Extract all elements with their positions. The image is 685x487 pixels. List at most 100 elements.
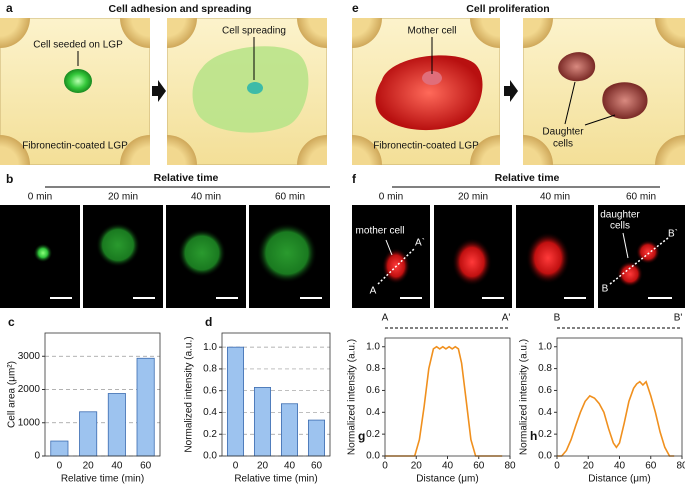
y-tick-label: 0.2: [538, 429, 552, 440]
x-tick-label: 40: [284, 461, 296, 472]
y-tick-label: 0.6: [203, 385, 217, 396]
illustration: [352, 18, 500, 165]
y-tick-label: 0.8: [366, 363, 380, 374]
x-tick-label: 20: [583, 461, 595, 472]
panel-header: Relative time: [495, 172, 560, 184]
x-tick-label: 0: [554, 461, 560, 472]
panel-letter: a: [6, 1, 13, 15]
illustration: [167, 18, 327, 165]
y-tick-label: 0.6: [366, 385, 380, 396]
time-label: 0 min: [379, 192, 403, 203]
micrographs: [0, 205, 330, 308]
x-tick-label: 80: [504, 461, 516, 472]
y-tick-label: 0.0: [538, 451, 552, 462]
panel-title: Cell proliferation: [466, 3, 549, 15]
y-tick-label: 0.2: [366, 429, 380, 440]
x-tick-label: 60: [311, 461, 323, 472]
panel-title: Cell adhesion and spreading: [109, 3, 252, 15]
y-tick-label: 1.0: [366, 341, 380, 352]
time-label: 60 min: [626, 192, 656, 203]
x-axis-label: Distance (μm): [588, 474, 650, 485]
time-label: 20 min: [108, 192, 138, 203]
line: [385, 345, 503, 457]
annotation: Mother cell: [408, 26, 457, 37]
pointer: [584, 114, 616, 126]
time-label: 40 min: [540, 192, 570, 203]
x-tick-label: 40: [614, 461, 626, 472]
line-end-label: B': [674, 313, 683, 324]
annotation: cells: [553, 139, 573, 150]
x-axis-label: Distance (μm): [416, 474, 478, 485]
time-label: 0 min: [28, 192, 52, 203]
y-tick-label: 1.0: [203, 342, 217, 353]
x-tick-label: 0: [233, 461, 239, 472]
y-tick-label: 0.8: [538, 363, 552, 374]
arrow: [152, 80, 166, 102]
pointer: [564, 81, 576, 125]
annotation: cells: [610, 221, 630, 232]
x-tick-label: 20: [411, 461, 423, 472]
annotation: Daughter: [542, 127, 584, 138]
y-tick-label: 0.0: [366, 451, 380, 462]
panel-letter: b: [6, 172, 13, 186]
y-tick-label: 0.8: [203, 364, 217, 375]
bar: [280, 403, 298, 457]
y-tick-label: 3000: [18, 351, 41, 362]
panel-letter: f: [352, 172, 357, 186]
plot-frame: [221, 332, 331, 457]
plot-frame: [384, 337, 511, 457]
x-tick-label: 80: [676, 461, 685, 472]
line-end-label: A': [502, 313, 511, 324]
y-tick-label: 0.4: [538, 407, 552, 418]
y-tick-label: 1.0: [538, 341, 552, 352]
panel-letter: e: [352, 1, 359, 15]
annotation: B`: [668, 228, 678, 240]
time-label: 20 min: [458, 192, 488, 203]
annotation: Fibronectin-coated LGP: [373, 141, 479, 152]
panel-letter: d: [205, 315, 212, 329]
x-tick-label: 20: [257, 461, 269, 472]
x-tick-label: 40: [442, 461, 454, 472]
panel-letter: g: [358, 429, 365, 443]
y-tick-label: 1000: [18, 417, 41, 428]
bar: [253, 387, 271, 457]
x-axis-label: Relative time (min): [234, 474, 317, 485]
y-tick-label: 0.4: [366, 407, 380, 418]
bar: [226, 346, 244, 457]
y-tick-label: 0.0: [203, 451, 217, 462]
plot-frame: [44, 332, 161, 457]
y-tick-label: 0: [34, 451, 40, 462]
annotation: mother cell: [356, 226, 405, 237]
x-tick-label: 0: [57, 461, 63, 472]
y-tick-label: 0.4: [203, 407, 217, 418]
annotation: Cell seeded on LGP: [33, 40, 123, 51]
x-tick-label: 0: [382, 461, 388, 472]
time-label: 60 min: [275, 192, 305, 203]
bar: [307, 419, 325, 457]
illustration: [523, 18, 685, 165]
annotation: B: [602, 284, 609, 295]
bar: [107, 393, 126, 457]
panel-letter: h: [530, 429, 537, 443]
plot-frame: [556, 337, 683, 457]
annotation: A`: [415, 237, 425, 249]
bar: [50, 440, 69, 457]
y-axis-label: Normalized intensity (a.u.): [519, 339, 530, 455]
line: [557, 380, 675, 457]
arrow: [504, 80, 518, 102]
line-end-label: A: [382, 313, 389, 324]
annotation: Fibronectin-coated LGP: [22, 141, 128, 152]
line-end-label: B: [554, 313, 561, 324]
y-tick-label: 2000: [18, 384, 41, 395]
x-tick-label: 20: [83, 461, 95, 472]
bar: [136, 357, 155, 457]
micrographs: [352, 205, 685, 308]
y-axis-label: Normalized intensity (a.u.): [347, 339, 358, 455]
annotation: daughter: [600, 210, 640, 221]
x-axis-label: Relative time (min): [61, 474, 144, 485]
panel-letter: c: [8, 315, 15, 329]
time-label: 40 min: [191, 192, 221, 203]
x-tick-label: 40: [111, 461, 123, 472]
y-tick-label: 0.2: [203, 429, 217, 440]
